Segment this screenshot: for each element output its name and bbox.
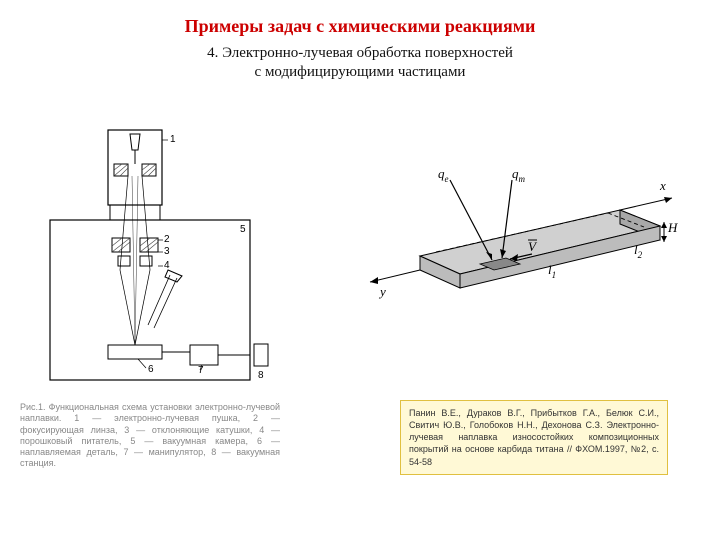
subtitle-line2: с модифицирующими частицами — [255, 64, 466, 80]
label-3: 3 — [164, 246, 170, 257]
page-subtitle: 4. Электронно-лучевая обработка поверхно… — [0, 44, 720, 82]
reference-citation: Панин В.Е., Дураков В.Г., Прибытков Г.А.… — [400, 400, 668, 475]
left-schematic: 5 1 — [20, 120, 270, 395]
left-figure-caption: Рис.1. Функциональная схема установки эл… — [20, 402, 280, 470]
label-qm-sub: m — [519, 174, 526, 184]
label-y: y — [378, 284, 386, 299]
svg-text:qe: qe — [438, 166, 449, 184]
label-2: 2 — [164, 234, 170, 245]
label-l1-sub: 1 — [552, 270, 557, 280]
label-6: 6 — [148, 364, 154, 375]
page-title: Примеры задач с химическими реакциями — [0, 16, 720, 37]
subtitle-line1: 4. Электронно-лучевая обработка поверхно… — [207, 45, 513, 61]
label-x: x — [659, 178, 666, 193]
label-H: H — [667, 220, 678, 235]
label-qe-sub: e — [445, 174, 449, 184]
right-diagram: qe qm V x y H l1 — [360, 160, 680, 330]
label-8: 8 — [258, 370, 264, 381]
label-4: 4 — [164, 260, 170, 271]
label-l2-sub: 2 — [638, 250, 643, 260]
label-1: 1 — [170, 134, 176, 145]
label-5: 5 — [240, 224, 246, 235]
svg-text:qm: qm — [512, 166, 526, 184]
